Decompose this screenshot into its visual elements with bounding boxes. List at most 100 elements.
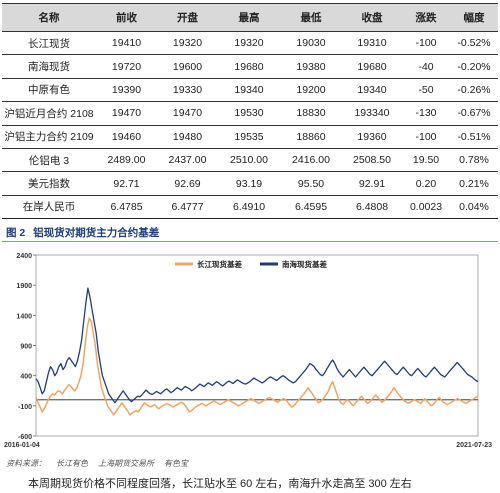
figure-number: 图 2 xyxy=(6,227,26,239)
cell-name: 长江现货 xyxy=(2,31,96,56)
table-row: 南海现货 19720 19600 19680 19380 19680 -40 -… xyxy=(2,54,498,79)
cell-prev-close: 92.71 xyxy=(96,171,157,196)
table-row: 在岸人民币 6.4785 6.4777 6.4910 6.4595 6.4808… xyxy=(2,195,498,220)
series-line-2 xyxy=(35,287,479,404)
col-header-low: 最低 xyxy=(280,3,342,32)
col-header-change: 涨跌 xyxy=(402,3,450,32)
cell-high: 93.19 xyxy=(218,171,280,196)
y-tick-label: 1400 xyxy=(16,313,32,320)
cell-close: 19310 xyxy=(342,31,402,56)
cell-low: 95.50 xyxy=(280,171,342,196)
cell-low: 19200 xyxy=(280,78,342,103)
cell-pct: -0.52% xyxy=(450,31,498,56)
cell-pct: -0.67% xyxy=(450,101,498,126)
y-tick-label: 2400 xyxy=(16,253,32,260)
cell-high: 19320 xyxy=(218,31,280,56)
cell-name: 沪铝近月合约 2108 xyxy=(2,101,96,126)
table-header-row: 名称 前收 开盘 最高 最低 收盘 涨跌 幅度 xyxy=(2,3,498,32)
cell-open: 19600 xyxy=(157,54,218,79)
cell-pct: -0.26% xyxy=(450,78,498,103)
cell-open: 19480 xyxy=(157,125,218,149)
cell-prev-close: 19390 xyxy=(96,78,157,103)
y-tick-label: 1900 xyxy=(16,283,32,290)
source-item: 长江有色 xyxy=(56,459,88,468)
cell-pct: -0.20% xyxy=(450,54,498,79)
cell-close: 19680 xyxy=(342,54,402,79)
col-header-name: 名称 xyxy=(2,3,96,32)
cell-name: 伦铝电 3 xyxy=(2,148,96,173)
table-row: 美元指数 92.71 92.69 93.19 95.50 92.91 0.20 … xyxy=(2,171,498,196)
table-row: 沪铝主力合约 2109 19460 19480 19535 18860 1936… xyxy=(2,125,498,149)
cell-close: 19340 xyxy=(342,78,402,103)
source-note: 资料来源： 长江有色 上海期货交易所 有色宝 xyxy=(6,458,198,469)
cell-open: 19330 xyxy=(157,78,218,103)
table-row: 伦铝电 3 2489.00 2437.00 2510.00 2416.00 25… xyxy=(2,148,498,173)
cell-prev-close: 19720 xyxy=(96,54,157,79)
cell-change: -100 xyxy=(402,125,450,149)
col-header-open: 开盘 xyxy=(157,3,218,32)
col-header-prev-close: 前收 xyxy=(96,3,157,32)
cell-high: 6.4910 xyxy=(218,195,280,220)
cell-name: 沪铝主力合约 2109 xyxy=(2,125,96,149)
cell-close: 6.4808 xyxy=(342,195,402,220)
cell-low: 6.4595 xyxy=(280,195,342,220)
table-body: 长江现货 19410 19320 19320 19030 19310 -100 … xyxy=(2,31,498,220)
cell-change: -100 xyxy=(402,31,450,56)
figure-title: 铝现货对期货主力合约基差 xyxy=(33,227,160,239)
cell-prev-close: 19410 xyxy=(96,31,157,56)
cell-name: 美元指数 xyxy=(2,171,96,196)
cell-change: -130 xyxy=(402,101,450,126)
cell-pct: 0.04% xyxy=(450,195,498,220)
cell-prev-close: 6.4785 xyxy=(96,195,157,220)
cell-close: 92.91 xyxy=(342,171,402,196)
cell-high: 19530 xyxy=(218,101,280,126)
x-end-label: 2021-07-23 xyxy=(456,442,492,449)
table-row: 中原有色 19390 19330 19340 19200 19340 -50 -… xyxy=(2,78,498,103)
cell-close: 193340 xyxy=(342,101,402,126)
caption-divider xyxy=(2,241,498,242)
cell-open: 6.4777 xyxy=(157,195,218,220)
cell-pct: 0.78% xyxy=(450,148,498,173)
y-tick-label: -100 xyxy=(18,404,32,411)
cell-change: -40 xyxy=(402,54,450,79)
y-tick-label: 400 xyxy=(20,374,32,381)
cell-close: 2508.50 xyxy=(342,148,402,173)
cell-open: 19320 xyxy=(157,31,218,56)
cell-open: 19470 xyxy=(157,101,218,126)
y-tick-label: 900 xyxy=(20,344,32,351)
basis-line-chart: 2400 1900 1400 900 400 -100 -600 长江现货基差 南海现货基差 20… xyxy=(4,253,492,449)
cell-name: 中原有色 xyxy=(2,78,96,103)
legend-label: 长江现货基差 xyxy=(197,259,242,269)
cell-prev-close: 19460 xyxy=(96,125,157,149)
cell-pct: 0.21% xyxy=(450,171,498,196)
legend-label: 南海现货基差 xyxy=(282,259,327,269)
cell-low: 19030 xyxy=(280,31,342,56)
price-table: 名称 前收 开盘 最高 最低 收盘 涨跌 幅度 长江现货 19410 19320… xyxy=(2,3,498,220)
series-line-1 xyxy=(35,317,479,416)
y-tick-label: -600 xyxy=(18,434,32,441)
cell-change: 19.50 xyxy=(402,148,450,173)
table-row: 长江现货 19410 19320 19320 19030 19310 -100 … xyxy=(2,31,498,56)
cell-prev-close: 2489.00 xyxy=(96,148,157,173)
cell-low: 18830 xyxy=(280,101,342,126)
table-row: 沪铝近月合约 2108 19470 19470 19530 18830 1933… xyxy=(2,101,498,126)
summary-paragraph: 本周期现货价格不同程度回落，长江贴水至 60 左右，南海升水走高至 300 左右 xyxy=(28,478,412,490)
cell-name: 在岸人民币 xyxy=(2,195,96,220)
cell-pct: -0.51% xyxy=(450,125,498,149)
cell-name: 南海现货 xyxy=(2,54,96,79)
source-item: 上海期货交易所 xyxy=(98,459,154,468)
cell-open: 2437.00 xyxy=(157,148,218,173)
col-header-close: 收盘 xyxy=(342,3,402,32)
cell-high: 19680 xyxy=(218,54,280,79)
cell-close: 19360 xyxy=(342,125,402,149)
col-header-high: 最高 xyxy=(218,3,280,32)
cell-change: -50 xyxy=(402,78,450,103)
cell-high: 2510.00 xyxy=(218,148,280,173)
cell-low: 18860 xyxy=(280,125,342,149)
source-item: 有色宝 xyxy=(164,459,188,468)
cell-change: 0.0023 xyxy=(402,195,450,220)
cell-low: 2416.00 xyxy=(280,148,342,173)
cell-high: 19340 xyxy=(218,78,280,103)
cell-low: 19380 xyxy=(280,54,342,79)
